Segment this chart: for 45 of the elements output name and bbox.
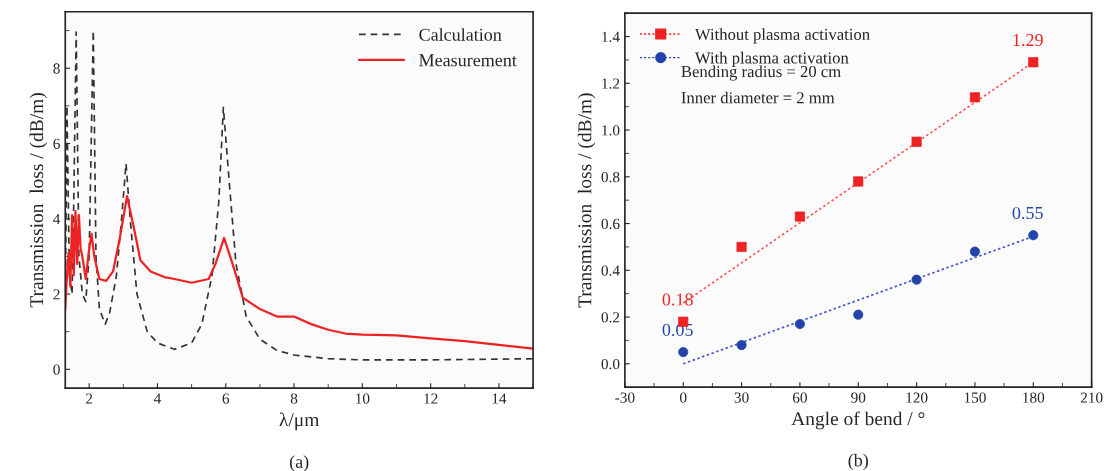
y-tick-label: 1.4: [602, 31, 620, 43]
x-tick-label: 8: [290, 393, 298, 404]
x-tick-label: -30: [615, 392, 635, 403]
legend-label: Calculation: [419, 28, 502, 41]
legend-label: Without plasma activation: [694, 28, 870, 44]
line-series: [65, 29, 534, 361]
x-tick-label: 90: [851, 392, 866, 403]
x-tick-label: 10: [356, 393, 370, 404]
x-tick-label: 120: [906, 392, 928, 403]
x-tick-label: 12: [424, 393, 438, 404]
y-tick-label: 8: [53, 63, 60, 74]
x-axis-title: Angle of bend / °: [791, 411, 925, 430]
y-tick-label: 0.6: [601, 218, 620, 230]
legend-label: Measurement: [419, 54, 517, 67]
y-tick-label: 1.2: [602, 78, 620, 89]
y-tick-label: 0.2: [601, 312, 620, 323]
x-tick-label: 4: [153, 393, 162, 404]
data-label: 0.55: [1012, 206, 1043, 220]
y-tick-label: 0.8: [601, 171, 620, 183]
y-tick-label: 4: [53, 214, 61, 225]
x-tick-label: 2: [86, 393, 93, 404]
x-tick-label: 0: [679, 392, 687, 403]
x-tick-label: 30: [734, 392, 749, 403]
data-label: 0.18: [662, 293, 693, 306]
text: (b): [848, 453, 868, 471]
line-series: [65, 195, 534, 350]
x-tick-label: 150: [964, 392, 986, 403]
y-tick-label: 0.0: [601, 358, 620, 370]
annotation: Bending radius = 20 cm: [681, 65, 841, 81]
y-tick-label: 0: [53, 364, 60, 375]
y-tick-label: 6: [53, 138, 60, 149]
annotation: Inner diameter = 2 mm: [681, 91, 835, 104]
y-tick-label: 2: [53, 289, 60, 300]
x-tick-label: 60: [792, 392, 807, 403]
x-axis-title: λ/μm: [279, 412, 320, 431]
x-tick-label: 14: [492, 393, 507, 404]
y-axis-title: Transmission loss / (dB/m): [29, 93, 48, 308]
y-axis-title: Transmission loss / (dB/m): [577, 93, 596, 308]
y-tick-label: 1.0: [602, 125, 620, 136]
y-tick-label: 0.4: [601, 265, 620, 276]
x-tick-label: 6: [222, 393, 230, 404]
data-label: 1.29: [1013, 33, 1043, 47]
text: (a): [289, 455, 309, 471]
x-tick-label: 180: [1023, 392, 1045, 403]
x-tick-label: 210: [1080, 392, 1103, 403]
